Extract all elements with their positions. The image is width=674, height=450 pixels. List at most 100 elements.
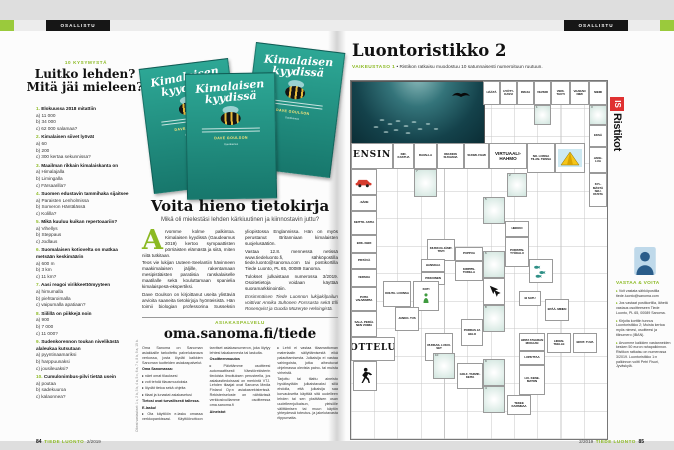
bullet-arrow-icon: ▸ [616,340,619,345]
quiz-question-text: 10. Cumulonimbus-pilvi tietää usein [36,373,116,379]
ristikot-logo-text: Ristikot [611,113,624,151]
drop-cap: A [142,225,163,256]
crossword-clue-cell: GOLF- TARVIK- KEITA [457,363,483,389]
section-divider [142,317,338,318]
crossword-answer-cell[interactable]: 6 [483,251,505,278]
crossword-clue-cell: TEKEE KARSINAA [507,395,531,415]
cursors-icon [487,284,501,300]
page-number: 84 [36,439,42,445]
vastaa-voita-header: VASTAA & VOITA [616,281,660,286]
crossword-clue-cell: RAVALLA [414,143,437,169]
crossword-clue-cell: REUNON SUOJANA [437,143,464,169]
quiz-question-text: 3. Maailman rikkain kimalaiskanta on [36,162,119,168]
crossword-clue-cell: HINTA TAVARAN MUKAAN [519,333,545,351]
top-bar: OSALLISTU OSALLISTU [0,20,674,31]
quiz-question-text: 6. Suomalaisen kotiovelta on matkaa mets… [36,247,118,260]
crossword-answer-cell[interactable]: 4 [483,386,505,413]
crossword-clue-cell: HYÖTY- KASVI [500,81,517,105]
service-paragraph: E-lasku! [142,405,157,410]
service-kicker: ASIAKASPALVELU [215,320,265,325]
crossword-big-clue: OTTELU [351,337,395,361]
spread-pages: 10 KYSYMYSTÄ Luitko lehden? Mitä jäi mie… [0,31,674,445]
crossword-answer-cell[interactable]: 7 [414,169,437,197]
quiz-option: a) pyyntinaamariksi [36,352,77,358]
quiz-option: b) piehtaroimalla [36,295,71,301]
crossword-answer-cell[interactable]: 8 [483,305,505,332]
crossword-icon-cell [351,169,377,195]
green-bar-right [660,20,674,31]
quiz-question-text: 8. Siilillä on piikkejä noin [36,310,92,316]
crossword-clue-cell: LIU- KENE- MATON [519,365,545,395]
quiz-kicker: 10 KYSYMYSTÄ [64,60,108,65]
crossword-title: Luontoristikko 2 [352,41,507,60]
crossword-clue-cell: HANSKAA [421,259,445,272]
service-paragraph: Osoitteenmuutos [209,357,240,362]
contest-paragraph: Ensimmäisen Tiede Luonnon lukijakilpailu… [245,293,338,311]
service-paragraph: ▸ Lehti ei vastaa tilaamattoman materiaa… [277,346,338,375]
answer-cell-number: 1 [536,105,538,110]
instruction-text: • Ristikon ratkaisu muodostuu 10 satunna… [396,65,543,70]
quiz-option: b) 34 000 [36,119,56,125]
contest-subtitle: Mikä oli mielestäsi lehden kärkiuutinen … [160,217,320,223]
crossword-answer-cell[interactable]: 9 [483,359,505,386]
quiz-option: b) harppuunaksi [36,358,70,364]
book-publisher: Gaudeamus [224,142,239,147]
answer-cell-number: 8 [485,305,487,310]
quiz-question: 4. Suomen edustavin tammihaka sijaitsee a… [36,191,136,218]
crossword-clue-cell: LIIKEN- TEELLE [547,333,571,353]
crossword-answer-cell[interactable]: 1 [534,105,551,125]
crossword-clue-cell: LOPETTAA [519,351,545,365]
crossword-clue-cell: KEITTO- ASTIA [351,211,377,235]
quiz-option: b) Steppaus [36,232,62,238]
crossword-clue-cell: EI SATU [519,291,541,306]
crossword-answer-cell[interactable]: 3 [589,105,607,125]
crossword-clue-cell: SALA- PERÄI- NEN VOIMA [351,311,377,337]
quiz-answer-key: Oikeat vastaukset: 1 c, 2 b, 3 b, 4 a, 5… [135,339,139,432]
crossword-answer-cell[interactable]: 10 [433,353,455,379]
quiz-option: a) 60 [36,140,47,146]
quiz-option: a) poutaa [36,380,56,386]
bullet-arrow-icon: ▸ [616,289,619,293]
crossword-answer-cell[interactable]: 2 [507,173,527,197]
is-logo-icon: IS [610,97,625,111]
quiz-question: 8. Siilillä on piikkejä noin a) 900 b) 7 0… [36,311,136,338]
magazine-brand: TIEDE LUONTO [44,439,85,444]
quiz-question: 5. Mikä kuuluu kuikan repertoaariin? a) V… [36,219,136,246]
quiz-option: c) kalaonnea? [36,393,66,399]
crossword-clue-cell: JANKO- TUS [395,307,419,331]
contest-paragraph: Tulokset julkaistaan numerossa 3/2019. O… [245,274,338,291]
quiz-option: b) 200 [36,147,50,153]
crossword-clue-cell: VERSOA [351,269,377,287]
quiz-question: 6. Suomalaisen kotiovelta on matkaa mets… [36,247,136,280]
crossword-answer-cell[interactable]: 5 [483,197,505,224]
crossword-clue-cell: KIUKKUA JÄMP- TISTI [427,239,455,261]
vastaa-voita-list: ▸ Voit vastata sähköpostilla tiede.luont… [616,289,671,372]
quiz-question: 2. Kimalaisen siivet lyövät a) 60 b) 200 c)… [36,134,136,161]
vastaa-item: ▸ Kirjoita korttiin tunnus Luontoristikk… [616,318,665,337]
crossword-clue-cell: NIEMI [589,81,607,105]
crossword-clue-cell: PUITA VAHVEMPIA [351,287,377,311]
koti-icon [421,292,431,304]
contest-paragraph: Teos vie lukijan Uuteen-Seelantiin hävin… [142,260,235,289]
service-paragraph: Oma Sanoma on Sanoman asiakkaille tarkoi… [142,346,203,365]
quiz-questions: 1. Elokuussa 2018 mitattiin a) 11 000 b) 3… [36,106,136,402]
crossword-big-clue: VIRTUAALI- HAHMO [489,143,527,169]
quiz-question-text: 1. Elokuussa 2018 mitattiin [36,106,96,111]
bullet-arrow-icon: ▸ [616,318,619,323]
service-url[interactable]: oma.sanoma.fi/tiede [163,326,317,342]
green-bar-left [0,20,14,31]
vastaa-item: ▸ Jos vastaat postikortilla, lähetä vast… [616,301,668,315]
participate-tab-left: OSALLISTU [46,20,110,31]
crossword-clue-cell: VILPERI [534,81,551,105]
crossword-icon-cell [529,259,553,283]
answer-cell-number: 6 [485,251,487,256]
quiz-option: a) Vihellys [36,225,58,231]
crossword-instruction: VAIKEUSTASO 1 • Ristikon ratkaisu muodos… [352,65,602,70]
crossword-clue-cell: INSULI [517,81,534,105]
answer-cell-number: 3 [591,105,593,110]
quiz-question-text: 9. Sudenkorennon toukan nivelikästä alal… [36,338,119,351]
